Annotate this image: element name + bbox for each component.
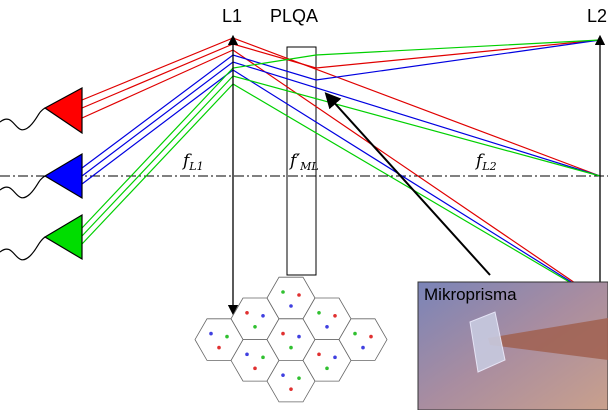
spot: [261, 314, 265, 318]
spot: [281, 290, 285, 294]
photo-inset: Mikroprisma: [418, 282, 608, 410]
lens2-label: L2: [587, 6, 607, 26]
spot: [253, 367, 257, 371]
spot: [297, 335, 301, 339]
spot: [289, 346, 293, 350]
focal-ml: f′ML: [288, 151, 319, 173]
spot: [333, 356, 337, 360]
spot: [297, 293, 301, 297]
diagram: Mikroprisma L1 PLQA L2 fL1 f′ML fL2: [0, 0, 608, 410]
lens-array: [195, 277, 387, 402]
focal-l1: fL1: [181, 151, 204, 173]
rays: [82, 38, 600, 300]
lens1-label: L1: [222, 6, 242, 26]
spot: [281, 332, 285, 336]
spot: [225, 335, 229, 339]
spot: [297, 376, 301, 380]
spot: [261, 356, 265, 360]
spot: [361, 346, 365, 350]
spot: [289, 387, 293, 391]
spot: [369, 335, 373, 339]
spot: [325, 367, 329, 371]
spot: [333, 314, 337, 318]
spot: [253, 325, 257, 329]
spot: [317, 353, 321, 357]
spot: [317, 311, 321, 315]
spot: [245, 311, 249, 315]
spot: [209, 332, 213, 336]
plqa-label: PLQA: [270, 6, 318, 26]
spot: [217, 346, 221, 350]
spot: [245, 353, 249, 357]
sources: [0, 88, 82, 260]
spot: [281, 373, 285, 377]
focal-l2: fL2: [474, 151, 497, 173]
spot: [289, 304, 293, 308]
spot: [325, 325, 329, 329]
inset-label: Mikroprisma: [424, 285, 517, 304]
spot: [353, 332, 357, 336]
